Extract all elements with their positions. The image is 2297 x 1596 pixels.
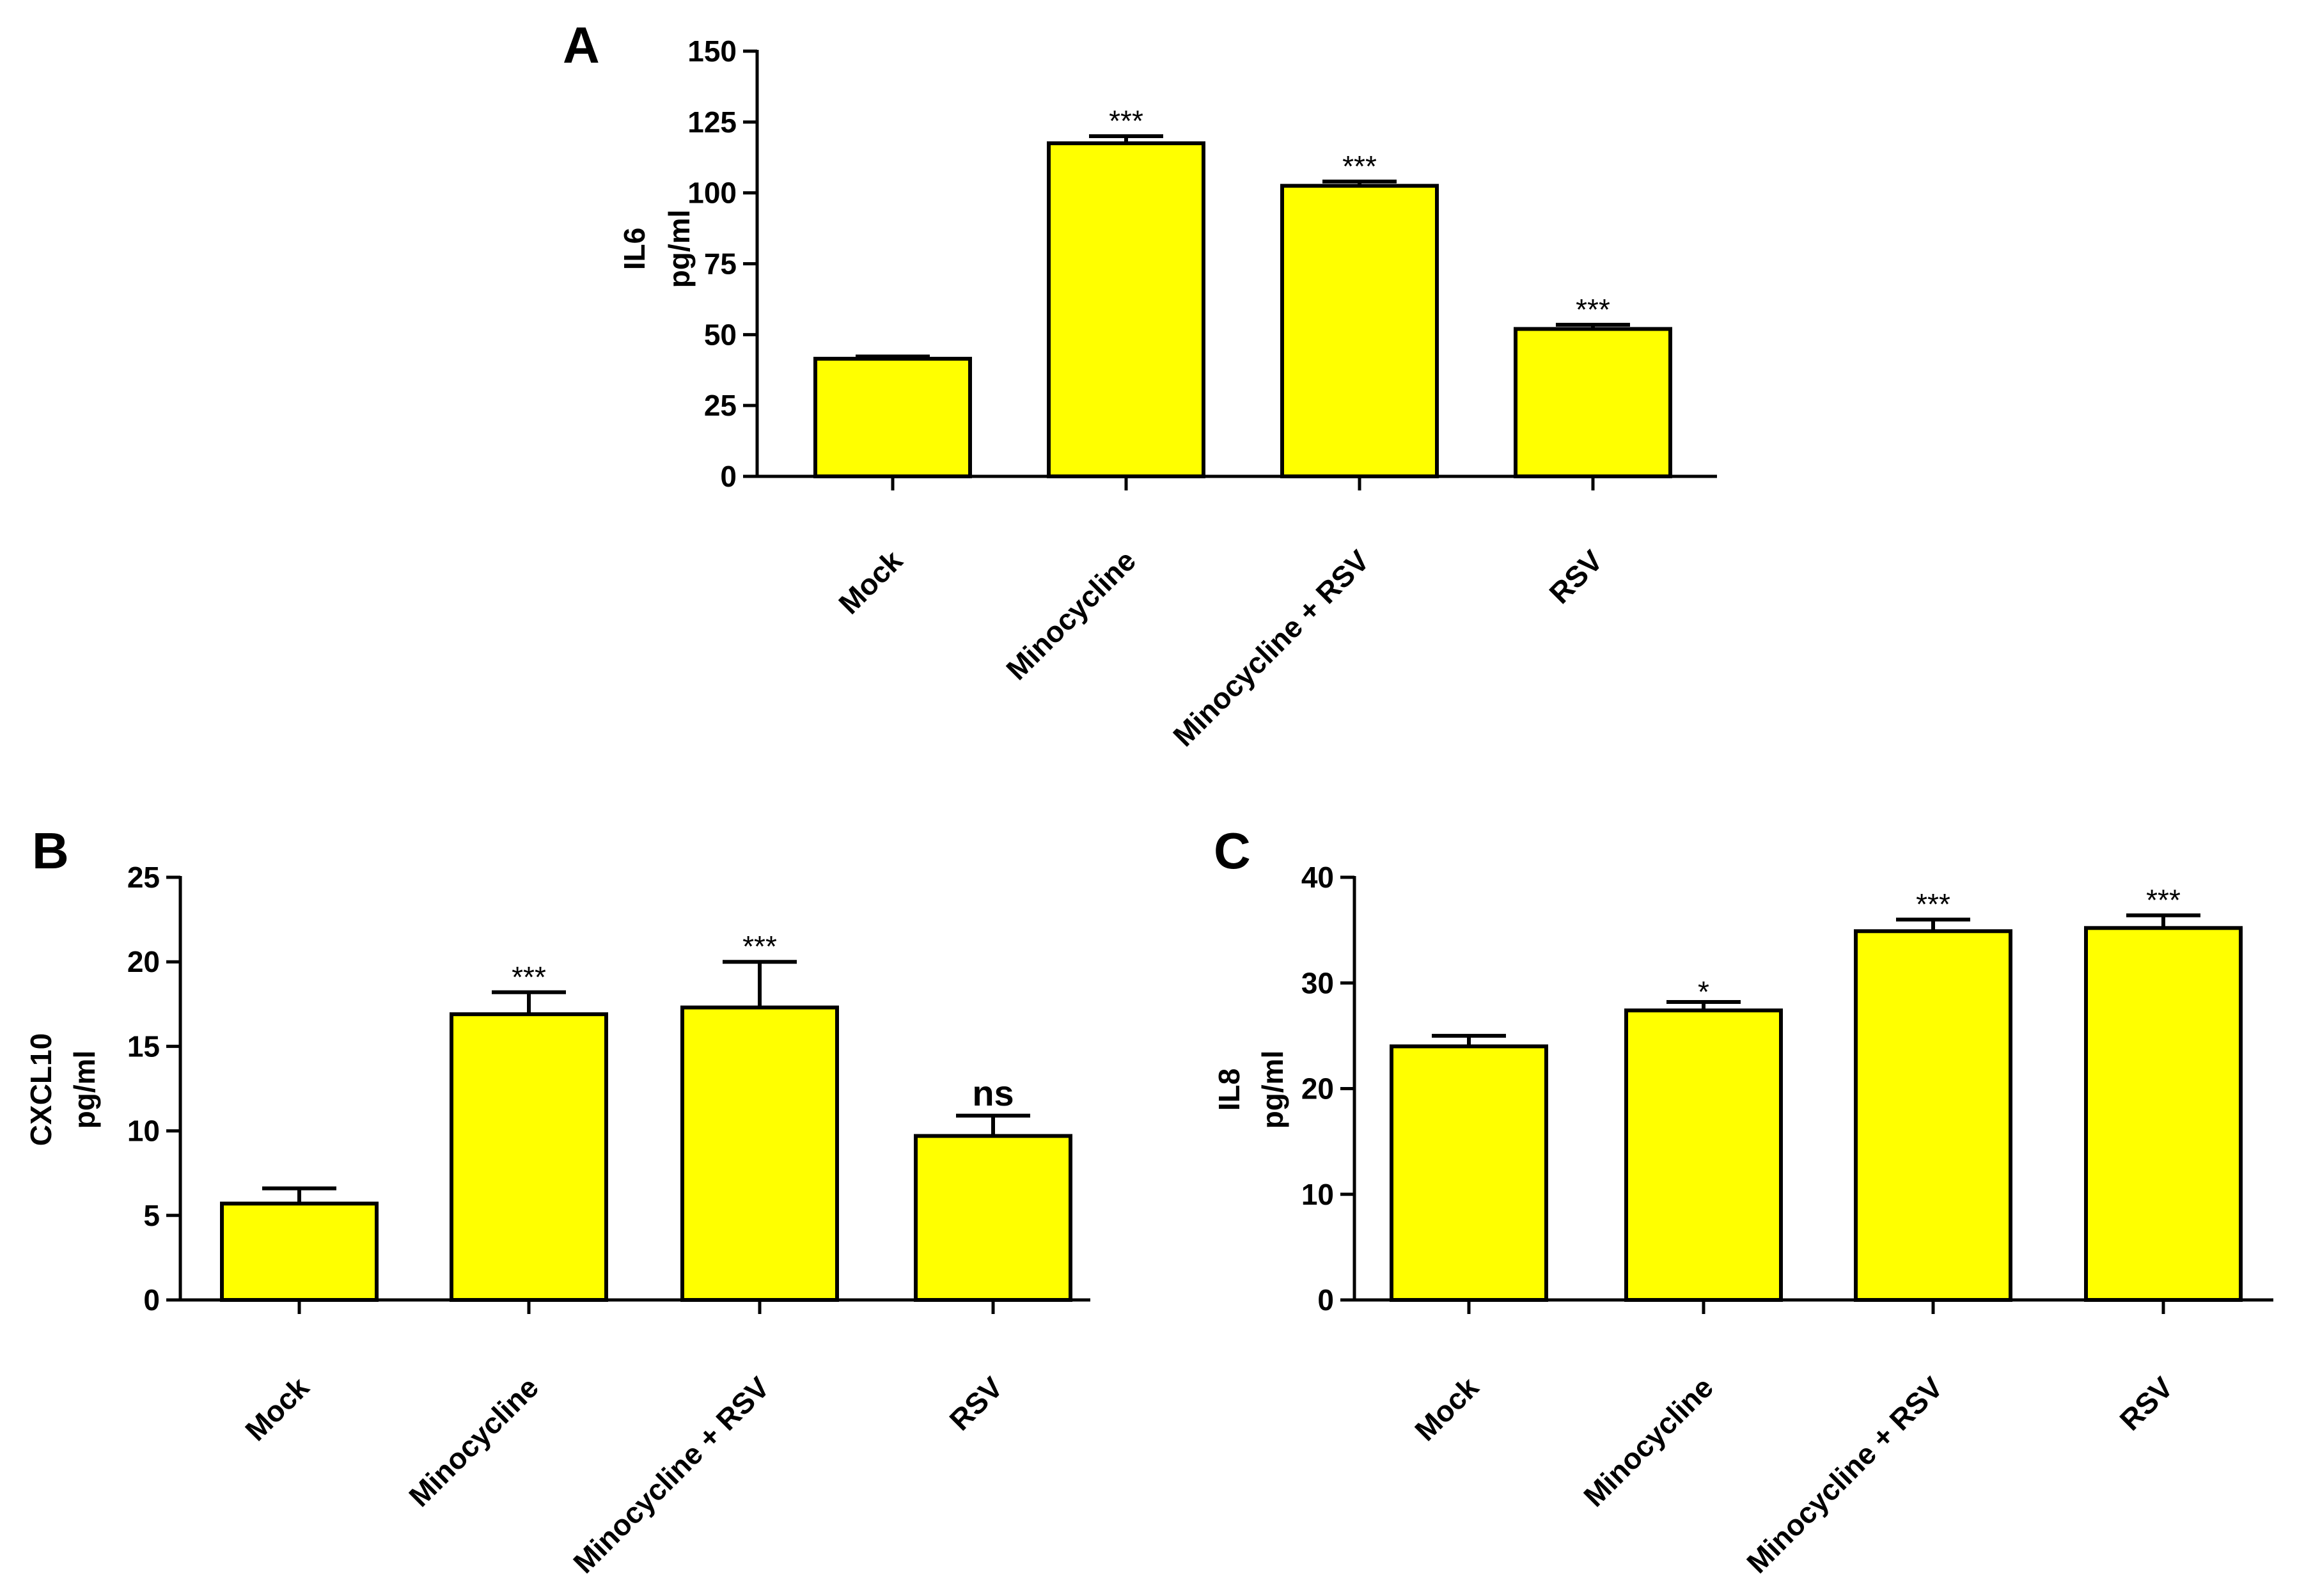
significance-label: *** <box>1109 104 1143 137</box>
bar-a-2 <box>1047 141 1205 479</box>
significance-label: *** <box>1576 293 1610 326</box>
significance-label: *** <box>1342 150 1377 183</box>
significance-label: * <box>1698 975 1709 1008</box>
y-tick-label: 10 <box>1301 1178 1334 1211</box>
y-axis-title-c-line2: pg/ml <box>1256 1051 1289 1129</box>
y-axis-title-c-line1: IL8 <box>1212 1068 1246 1111</box>
plot-area-c: 010203040Mock*Minocycline***Minocycline … <box>1301 861 2273 1579</box>
y-tick-label: 20 <box>127 945 160 978</box>
y-axis-title-b-line2: pg/ml <box>68 1051 101 1129</box>
panel-letter-a: A <box>563 17 600 74</box>
y-tick-label: 30 <box>1301 966 1334 999</box>
bar-a-3 <box>1280 184 1439 478</box>
chart-panel-c: C IL8 pg/ml 010203040Mock*Minocycline***… <box>1212 822 2273 1579</box>
bar-c-2 <box>1624 1008 1783 1302</box>
y-tick-label: 75 <box>704 247 737 281</box>
bar-b-4 <box>914 1134 1072 1302</box>
y-tick-label: 0 <box>1317 1283 1334 1317</box>
y-tick-label: 50 <box>704 318 737 351</box>
significance-label: *** <box>1916 888 1950 921</box>
panel-letter-c: C <box>1214 822 1251 879</box>
bar-b-1 <box>220 1201 379 1302</box>
y-axis-title-a-line1: IL6 <box>618 228 651 270</box>
y-tick-label: 0 <box>720 460 737 493</box>
bar-a-4 <box>1514 327 1672 479</box>
significance-label: *** <box>512 960 546 994</box>
bar-b-2 <box>450 1012 608 1302</box>
y-axis-title-b-line1: CXCL10 <box>24 1033 58 1146</box>
significance-label: *** <box>2146 883 2181 916</box>
y-tick-label: 5 <box>143 1199 160 1232</box>
y-tick-label: 10 <box>127 1115 160 1148</box>
y-tick-label: 25 <box>704 389 737 422</box>
bar-a-1 <box>813 357 972 478</box>
bar-c-4 <box>2084 926 2243 1302</box>
y-tick-label: 100 <box>687 176 737 210</box>
y-tick-label: 40 <box>1301 861 1334 894</box>
y-tick-label: 25 <box>127 861 160 894</box>
panel-letter-b: B <box>32 822 69 879</box>
y-tick-label: 20 <box>1301 1072 1334 1106</box>
y-axis-title-a-line2: pg/ml <box>662 210 696 288</box>
significance-label: ns <box>972 1073 1014 1113</box>
y-tick-label: 0 <box>143 1283 160 1317</box>
y-tick-label: 15 <box>127 1029 160 1063</box>
significance-label: *** <box>742 930 777 963</box>
y-tick-label: 150 <box>687 35 737 68</box>
bar-c-3 <box>1854 929 2012 1302</box>
y-tick-label: 125 <box>687 106 737 139</box>
bar-c-1 <box>1390 1044 1548 1303</box>
bar-b-3 <box>680 1005 839 1302</box>
